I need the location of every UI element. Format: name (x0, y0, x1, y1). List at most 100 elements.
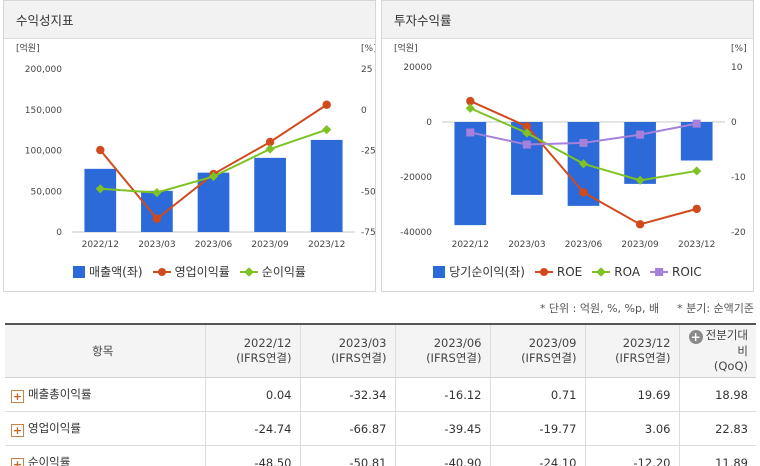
left-tick-label: 0 (56, 228, 62, 238)
table-row: + 영업이익률 -24.74 -66.87 -39.45 -19.77 3.06 22.83 (5, 411, 756, 446)
right-tick-label: -10 (731, 173, 746, 183)
value-cell: -48.50 (204, 445, 300, 466)
profitability-table: 항목 2022/12 (IFRS연결) 2023/03 (IFRS연결) 2023/… (5, 323, 756, 466)
legend-swatch (152, 266, 171, 278)
data-point (579, 138, 588, 147)
header-period: 2022/12 (IFRS연결) (204, 323, 300, 378)
row-label-cell[interactable]: + 영업이익률 (5, 411, 205, 446)
value-cell: 3.06 (584, 411, 679, 446)
row-label-cell[interactable]: + 매출총이익률 (5, 377, 205, 412)
table-row: + 매출총이익률 0.04 -32.34 -16.12 0.71 19.69 18.98 (5, 377, 756, 412)
data-point (692, 166, 702, 176)
header-period: 2023/03 (IFRS연결) (299, 323, 395, 378)
left-tick-label: 200,000 (25, 65, 62, 75)
profitability-legend: 매출액(좌) 영업이익률 순이익률 (4, 263, 375, 280)
row-label: 영업이익률 (28, 421, 81, 435)
bar (84, 168, 117, 232)
data-point (466, 96, 475, 106)
bar-series (454, 122, 713, 226)
category-label: 2022/12 (452, 240, 489, 250)
right-axis-unit: [%] (731, 44, 747, 54)
table-header-row: 항목 2022/12 (IFRS연결) 2023/03 (IFRS연결) 2023/… (5, 323, 756, 378)
row-label-cell[interactable]: + 순이익률 (5, 445, 205, 466)
legend-swatch (433, 265, 446, 278)
data-point (579, 188, 588, 197)
expand-row-icon[interactable]: + (11, 458, 24, 466)
table-row: + 순이익률 -48.50 -50.81 -40.90 -24.10 -12.20 11.89 (5, 445, 756, 466)
unit-note: * 단위 : 억원, %, %p, 배 (539, 302, 660, 315)
right-tick-label: -20 (731, 228, 746, 238)
value-cell: 0.71 (489, 377, 585, 412)
data-point (465, 103, 475, 113)
right-tick-label: 10 (731, 63, 743, 73)
left-tick-label: 50,000 (31, 187, 63, 197)
category-label: 2023/03 (508, 240, 545, 250)
investment-return-title: 투자수익률 (382, 1, 753, 39)
data-point (636, 130, 645, 139)
right-tick-label: -25 (361, 147, 375, 157)
table-body: + 매출총이익률 0.04 -32.34 -16.12 0.71 19.69 18.98 + 영업… (5, 377, 756, 466)
data-point (522, 122, 532, 131)
legend-label: 매출액(좌) (89, 265, 143, 279)
legend-item: 당기순이익(좌) (433, 263, 525, 280)
data-point (265, 137, 275, 147)
expand-row-icon[interactable]: + (11, 390, 24, 403)
legend-label: 순이익률 (261, 265, 306, 279)
value-cell: -12.20 (584, 445, 679, 466)
legend-label: 당기순이익(좌) (449, 265, 525, 279)
category-label: 2023/09 (621, 240, 659, 250)
legend-swatch (650, 266, 669, 278)
bar (454, 122, 487, 226)
category-label: 2023/06 (565, 240, 603, 250)
category-label: 2022/12 (82, 240, 119, 250)
left-tick-label: 150,000 (25, 106, 62, 116)
legend-swatch (534, 266, 553, 278)
legend-label: ROIC (672, 264, 702, 279)
category-label: 2023/03 (138, 240, 175, 250)
data-point (152, 187, 162, 198)
profitability-panel: 수익성지표 [억원] [%] 200,000 150,000 100,000 50,000… (3, 0, 376, 292)
bar (254, 157, 286, 232)
right-axis-unit: [%] (361, 44, 375, 54)
data-point (208, 171, 219, 182)
value-cell: -39.45 (394, 411, 490, 446)
legend-item: 순이익률 (239, 263, 306, 280)
left-axis-unit: [억원] (394, 42, 418, 54)
value-cell: -40.90 (394, 445, 490, 466)
header-period: 2023/06 (IFRS연결) (394, 323, 490, 378)
left-tick-label: -40000 (400, 228, 432, 238)
data-point (322, 125, 332, 135)
expand-columns-icon[interactable]: + (688, 330, 703, 344)
investment-return-panel: 투자수익률 [억원] [%] 20000 0 -20000 -40000 10 0 -10 -20… (381, 0, 754, 292)
data-point (95, 184, 105, 194)
data-point (466, 128, 475, 137)
left-tick-label: -20000 (400, 173, 432, 183)
header-period: 2023/09 (IFRS연결) (489, 323, 585, 378)
data-point (96, 145, 105, 155)
left-tick-label: 0 (426, 118, 432, 128)
value-cell: -66.87 (299, 411, 395, 446)
legend-label: ROA (614, 264, 641, 279)
category-label: 2023/09 (251, 240, 289, 250)
right-tick-label: 0 (731, 118, 737, 128)
data-point (635, 220, 645, 229)
category-label: 2023/06 (195, 240, 233, 250)
legend-item: ROA (592, 265, 640, 279)
legend-swatch (73, 265, 86, 278)
investment-return-legend: 당기순이익(좌) ROE ROA ROIC (382, 263, 753, 280)
category-label: 2023/12 (678, 240, 715, 250)
profitability-chart: [억원] [%] 200,000 150,000 100,000 50,000 0 25 0 -2… (16, 42, 375, 250)
expand-row-icon[interactable]: + (11, 424, 24, 437)
bar (680, 122, 713, 161)
value-cell: -19.77 (489, 411, 585, 446)
data-point (692, 119, 701, 128)
legend-item: ROIC (650, 265, 702, 279)
legend-item: ROE (534, 265, 582, 279)
line-series-group (465, 96, 702, 229)
right-tick-label: -75 (361, 228, 375, 238)
legend-swatch (239, 266, 258, 278)
profitability-title: 수익성지표 (4, 1, 375, 39)
value-cell: -24.74 (204, 411, 300, 446)
left-tick-label: 20000 (403, 63, 432, 73)
value-cell: -24.10 (489, 445, 585, 466)
